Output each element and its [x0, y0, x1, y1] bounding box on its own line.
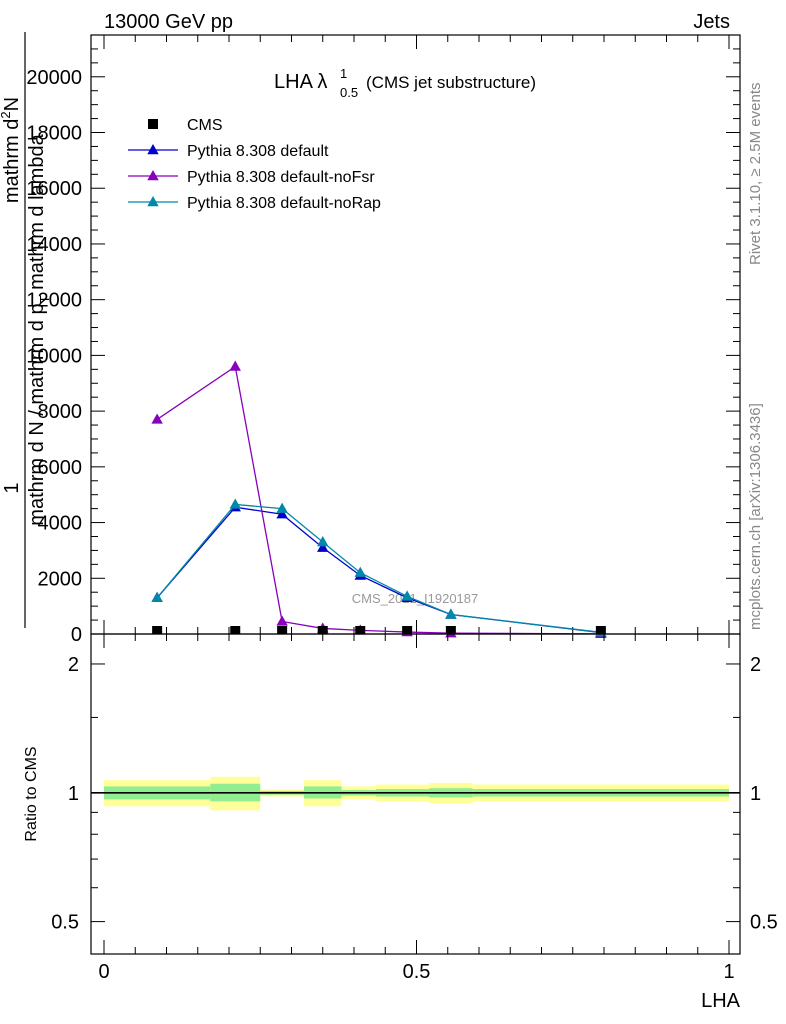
- series-point-pythia-8-308-default-nofsr: [229, 360, 241, 371]
- series-layer: [151, 360, 607, 639]
- main-y-tick-label: 4000: [38, 513, 83, 535]
- series-point-cms: [445, 626, 456, 634]
- main-y-tick-label: 20000: [26, 67, 82, 89]
- ratio-y-label: Ratio to CMS: [23, 746, 40, 841]
- main-y-tick-label: 12000: [26, 290, 82, 312]
- main-x-ticks: [103, 35, 730, 634]
- series-point-pythia-8-308-default-norap: [317, 536, 329, 547]
- x-tick-label: 1: [723, 961, 734, 983]
- rivet-label: Rivet 3.1.10, ≥ 2.5M events: [747, 83, 764, 266]
- ratio-plot-frame: [90, 633, 741, 955]
- series-point-pythia-8-308-default: [276, 508, 288, 519]
- ratio-y-tick-label-right: 2: [750, 654, 761, 676]
- main-y-tick-label: 6000: [38, 457, 83, 479]
- series-point-pythia-8-308-default-norap: [151, 591, 163, 602]
- series-point-pythia-8-308-default-norap: [401, 590, 413, 601]
- ratio-x-ticks: 0 0.5 1: [98, 634, 735, 983]
- main-y-ticks: 0 2000 4000 6000 8000 10000 12000 14000 16000 180…: [26, 34, 740, 646]
- ratio-plot: 0.5 0.51 12 2 0 0.5 1 Ratio to CMS LHA: [23, 633, 778, 1012]
- main-plot: 0 2000 4000 6000 8000 10000 12000 14000 16000 180…: [0, 32, 741, 646]
- series-point-pythia-8-308-default-norap: [276, 502, 288, 513]
- series-point-cms: [152, 626, 163, 634]
- main-y-tick-label: 18000: [26, 123, 82, 145]
- chart-title-main: LHA λ: [274, 71, 327, 93]
- chart-title-sub: 0.5: [340, 85, 358, 100]
- series-point-pythia-8-308-default-nofsr: [276, 615, 288, 626]
- series-point-cms: [317, 626, 328, 634]
- ratio-y-tick-label-right: 0.5: [750, 912, 778, 934]
- series-point-pythia-8-308-default-norap: [445, 608, 457, 619]
- header-left-label: 13000 GeV pp: [104, 11, 233, 33]
- y-label-numerator: mathrm d2N: [0, 97, 23, 203]
- series-line-pythia-8-308-default: [156, 506, 601, 634]
- y-label-denom-b: T: [37, 295, 52, 303]
- main-y-tick-label: 0: [71, 624, 82, 646]
- ratio-y-tick-label-left: 0.5: [51, 912, 79, 934]
- main-y-tick-label: 16000: [26, 178, 82, 200]
- y-label-num-c: N: [1, 97, 23, 111]
- ratio-y-tick-label-right: 1: [750, 783, 761, 805]
- watermark: CMS_2021_I1920187: [352, 591, 479, 606]
- header-right-label: Jets: [693, 11, 730, 33]
- ratio-y-ticks: 0.5 0.5 1 1 2 2: [51, 654, 778, 934]
- legend: CMS Pythia 8.308 default Pythia 8.308 defa…: [128, 117, 381, 212]
- series-point-cms: [230, 626, 241, 634]
- series-point-pythia-8-308-default-norap: [229, 498, 241, 509]
- series-point-pythia-8-308-default-norap: [354, 566, 366, 577]
- legend-label-pythia-8-308-default-norap: Pythia 8.308 default-noRap: [187, 195, 381, 212]
- y-label-num-a: mathrm d: [1, 119, 23, 203]
- legend-label-pythia-8-308-default: Pythia 8.308 default: [187, 143, 329, 160]
- y-label-denominator: mathrm d N / mathrm d pT mathrm d lambda: [26, 133, 52, 525]
- legend-marker-pythia-8-308-default: [147, 144, 159, 155]
- ratio-y-tick-label-left: 1: [68, 783, 79, 805]
- x-tick-label: 0.5: [403, 961, 431, 983]
- chart-title-main-text: LHA λ: [274, 71, 327, 93]
- series-point-cms: [277, 626, 288, 634]
- main-y-tick-label: 10000: [26, 345, 82, 367]
- series-point-cms: [355, 626, 366, 634]
- y-label-one: 1: [1, 482, 23, 493]
- chart-title-sup: 1: [340, 66, 347, 81]
- y-label-num-b: 2: [0, 111, 13, 118]
- legend-marker-cms: [148, 119, 158, 129]
- legend-marker-pythia-8-308-default-norap: [147, 196, 159, 207]
- series-line-pythia-8-308-default-norap: [156, 503, 601, 633]
- legend-label-cms: CMS: [187, 117, 223, 134]
- legend-label-pythia-8-308-default-nofsr: Pythia 8.308 default-noFsr: [187, 169, 375, 186]
- main-y-tick-label: 14000: [26, 234, 82, 256]
- series-point-pythia-8-308-default-nofsr: [151, 413, 163, 424]
- x-tick-label: 0: [98, 961, 109, 983]
- y-label-denom-c: mathrm d lambda: [26, 133, 48, 295]
- legend-marker-pythia-8-308-default-nofsr: [147, 170, 159, 181]
- main-y-label: 1 mathrm d N / mathrm d pT mathrm d lamb…: [0, 32, 52, 628]
- ratio-y-tick-label-left: 2: [68, 654, 79, 676]
- mcplots-label: mcplots.cern.ch [arXiv:1306.3436]: [747, 403, 764, 630]
- series-line-pythia-8-308-default-nofsr: [156, 365, 601, 635]
- main-y-tick-label: 8000: [38, 401, 83, 423]
- series-point-cms: [595, 626, 606, 634]
- main-y-tick-label: 2000: [38, 568, 83, 590]
- x-axis-label: LHA: [701, 990, 741, 1012]
- series-point-cms: [402, 626, 413, 634]
- series-point-pythia-8-308-default: [317, 541, 329, 552]
- y-label-denom-a: mathrm d N / mathrm d p: [26, 303, 48, 525]
- chart-title-suffix: (CMS jet substructure): [366, 73, 536, 92]
